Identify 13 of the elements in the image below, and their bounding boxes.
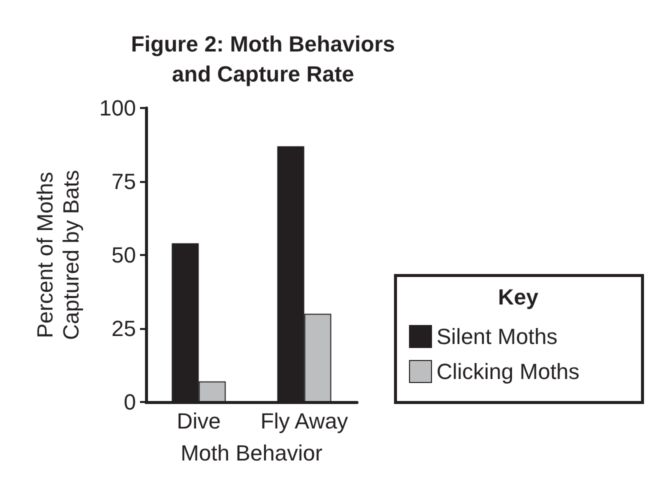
x-axis-title: Moth Behavior bbox=[180, 440, 322, 466]
x-tick-label: Fly Away bbox=[260, 408, 348, 434]
y-tick-label: 75 bbox=[112, 169, 136, 194]
y-tick-label: 25 bbox=[112, 316, 136, 341]
y-tick-label: 0 bbox=[124, 390, 136, 414]
y-tick-label: 100 bbox=[99, 96, 136, 120]
legend-title: Key bbox=[498, 284, 540, 310]
x-tick-label: Dive bbox=[176, 408, 221, 434]
y-axis-title: Percent of Moths Captured by Bats bbox=[32, 170, 84, 340]
y-tick-label: 50 bbox=[112, 242, 136, 268]
legend-label: Clicking Moths bbox=[436, 359, 580, 384]
chart-title: Figure 2: Moth Behaviors and Capture Rate bbox=[130, 32, 396, 86]
legend-label: Silent Moths bbox=[436, 324, 558, 349]
